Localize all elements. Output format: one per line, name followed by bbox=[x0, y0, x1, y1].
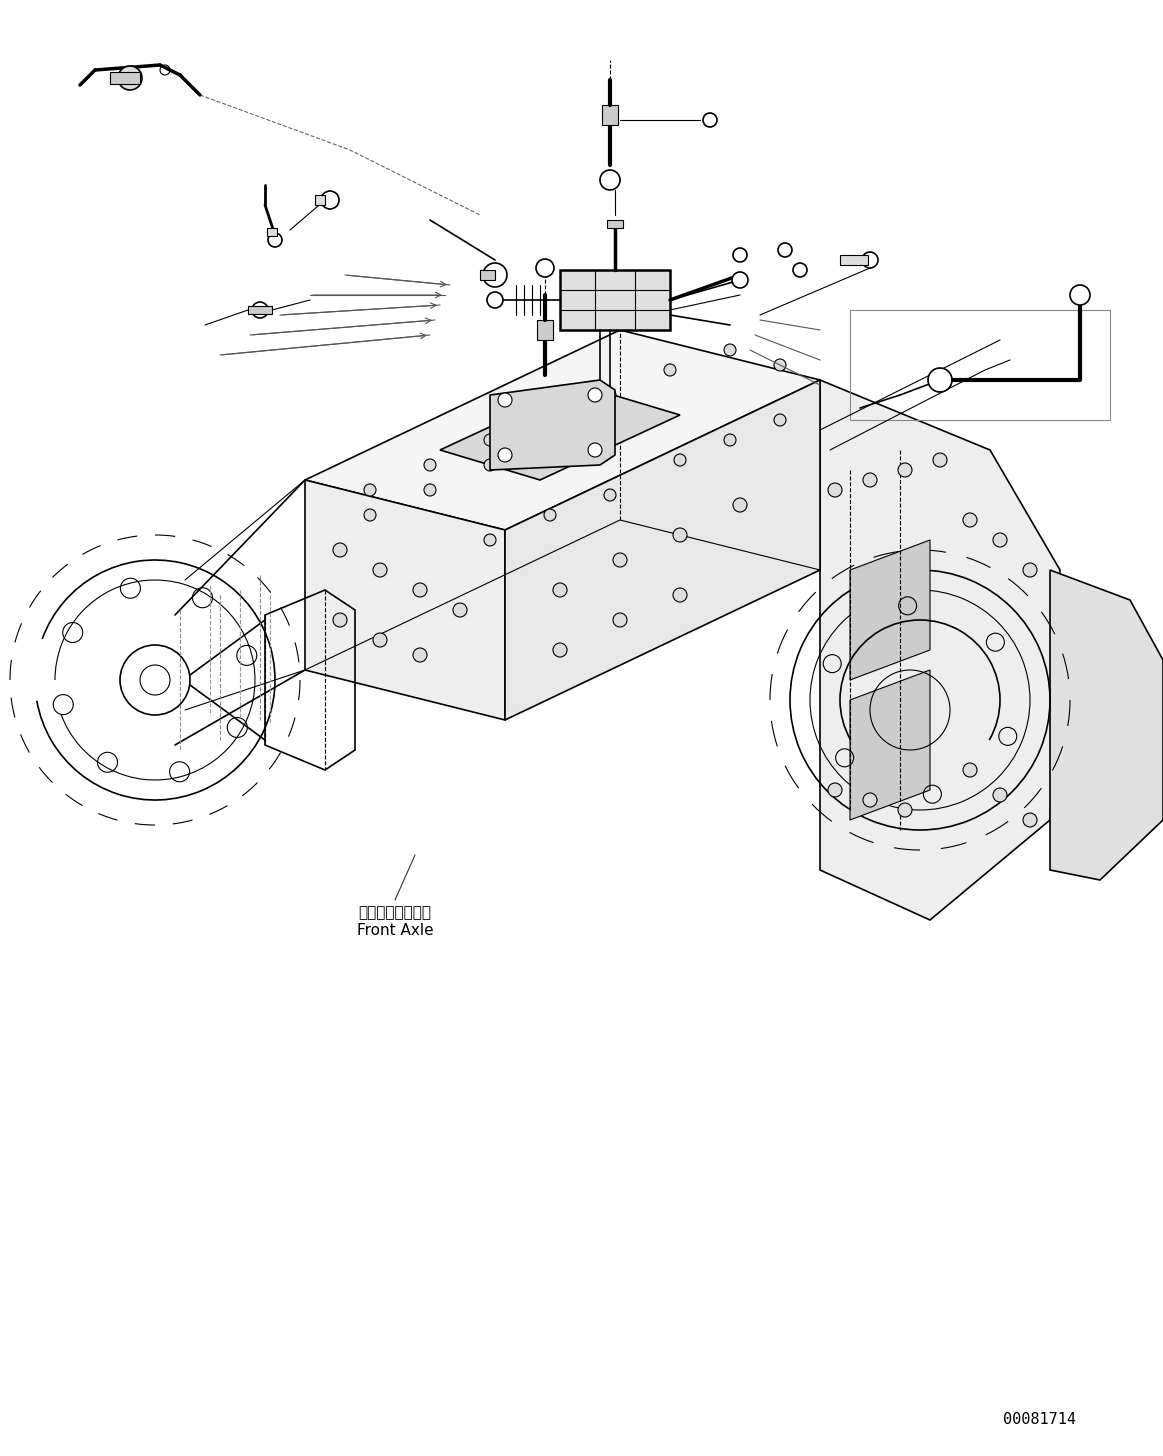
Circle shape bbox=[793, 264, 807, 277]
Circle shape bbox=[424, 483, 436, 496]
Circle shape bbox=[993, 788, 1007, 802]
Bar bbox=[561, 269, 670, 331]
Circle shape bbox=[483, 264, 507, 287]
Circle shape bbox=[252, 301, 267, 317]
Circle shape bbox=[536, 259, 554, 277]
Bar bbox=[537, 320, 552, 341]
Bar bbox=[602, 105, 618, 125]
Circle shape bbox=[552, 582, 568, 597]
Circle shape bbox=[775, 414, 786, 427]
Circle shape bbox=[733, 498, 747, 513]
Circle shape bbox=[778, 243, 792, 258]
Bar bbox=[315, 195, 324, 205]
Circle shape bbox=[413, 648, 427, 662]
Polygon shape bbox=[850, 670, 930, 820]
Circle shape bbox=[963, 513, 977, 527]
Circle shape bbox=[588, 443, 602, 457]
Circle shape bbox=[1023, 812, 1037, 827]
Circle shape bbox=[613, 613, 627, 628]
Bar bbox=[267, 229, 277, 236]
Circle shape bbox=[552, 644, 568, 657]
Circle shape bbox=[600, 170, 620, 189]
Circle shape bbox=[484, 534, 495, 546]
Polygon shape bbox=[850, 540, 930, 680]
Circle shape bbox=[267, 233, 281, 248]
Bar bbox=[607, 220, 623, 229]
Bar bbox=[840, 255, 868, 265]
Polygon shape bbox=[305, 331, 820, 530]
Circle shape bbox=[544, 510, 556, 521]
Polygon shape bbox=[305, 480, 505, 721]
Circle shape bbox=[454, 603, 468, 617]
Polygon shape bbox=[505, 380, 820, 721]
Circle shape bbox=[613, 553, 627, 566]
Circle shape bbox=[673, 529, 687, 542]
Circle shape bbox=[775, 360, 786, 371]
Circle shape bbox=[933, 453, 947, 467]
Polygon shape bbox=[1050, 569, 1163, 879]
Circle shape bbox=[928, 368, 952, 392]
Bar bbox=[110, 71, 140, 84]
Circle shape bbox=[733, 248, 747, 262]
Polygon shape bbox=[820, 380, 1059, 920]
Circle shape bbox=[484, 459, 495, 470]
Circle shape bbox=[898, 463, 912, 478]
Circle shape bbox=[588, 387, 602, 402]
Circle shape bbox=[963, 763, 977, 778]
Circle shape bbox=[604, 489, 616, 501]
Circle shape bbox=[675, 454, 686, 466]
Text: Front Axle: Front Axle bbox=[357, 923, 434, 938]
Circle shape bbox=[702, 114, 718, 127]
Circle shape bbox=[413, 582, 427, 597]
Circle shape bbox=[333, 613, 347, 628]
Circle shape bbox=[1023, 563, 1037, 577]
Circle shape bbox=[364, 483, 376, 496]
Polygon shape bbox=[490, 380, 615, 470]
Circle shape bbox=[333, 543, 347, 558]
Circle shape bbox=[828, 483, 842, 496]
Circle shape bbox=[604, 389, 616, 400]
Circle shape bbox=[725, 344, 736, 357]
Circle shape bbox=[364, 510, 376, 521]
Polygon shape bbox=[440, 384, 680, 480]
Circle shape bbox=[498, 448, 512, 462]
Circle shape bbox=[828, 783, 842, 796]
Bar bbox=[850, 310, 1110, 419]
Circle shape bbox=[117, 66, 142, 90]
Circle shape bbox=[863, 794, 877, 807]
Circle shape bbox=[321, 191, 338, 210]
Circle shape bbox=[863, 473, 877, 486]
Circle shape bbox=[373, 563, 387, 577]
Circle shape bbox=[544, 434, 556, 446]
Circle shape bbox=[898, 804, 912, 817]
Circle shape bbox=[544, 409, 556, 421]
Circle shape bbox=[664, 364, 676, 376]
Circle shape bbox=[484, 434, 495, 446]
Circle shape bbox=[993, 533, 1007, 547]
Circle shape bbox=[487, 293, 504, 309]
Circle shape bbox=[498, 393, 512, 408]
Circle shape bbox=[1070, 285, 1090, 304]
Text: フロントアクスル: フロントアクスル bbox=[358, 906, 431, 920]
Text: 00081714: 00081714 bbox=[1004, 1412, 1077, 1427]
Circle shape bbox=[424, 459, 436, 470]
Circle shape bbox=[673, 588, 687, 601]
Circle shape bbox=[732, 272, 748, 288]
Circle shape bbox=[725, 434, 736, 446]
Bar bbox=[480, 269, 495, 280]
Bar bbox=[248, 306, 272, 314]
Circle shape bbox=[862, 252, 878, 268]
Circle shape bbox=[373, 633, 387, 646]
